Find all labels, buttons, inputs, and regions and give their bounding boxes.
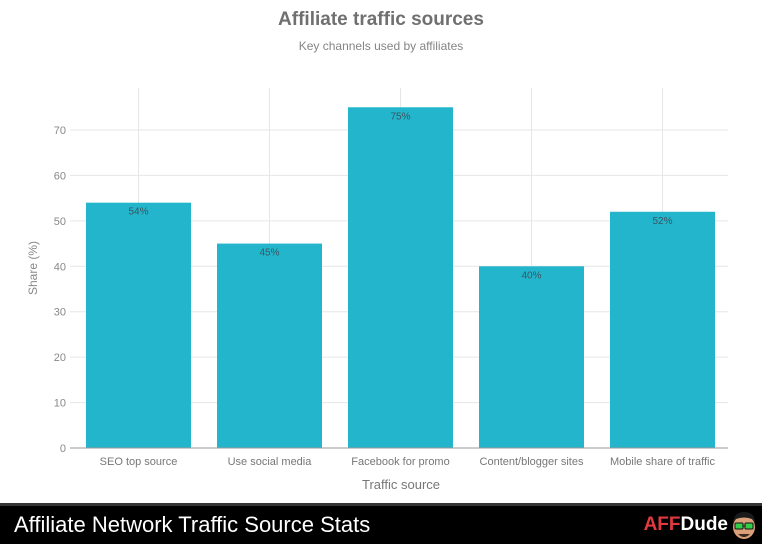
y-tick-label: 20 xyxy=(54,352,66,364)
chart-title: Affiliate traffic sources xyxy=(278,9,484,30)
x-tick-label: SEO top source xyxy=(100,456,178,468)
bar-value-label: 75% xyxy=(390,111,410,122)
x-axis-label: Traffic source xyxy=(361,477,441,492)
y-tick-label: 70 xyxy=(54,125,66,137)
x-tick-label: Facebook for promo xyxy=(351,456,449,468)
x-tick-label: Mobile share of traffic xyxy=(610,456,715,468)
bar-value-label: 40% xyxy=(521,270,541,281)
chart-subtitle: Key channels used by affiliates xyxy=(298,39,464,53)
y-tick-label: 0 xyxy=(60,443,66,455)
aff-dude-logo: AFFDude xyxy=(644,514,728,536)
logo-aff-text: AFF xyxy=(643,514,681,535)
bar xyxy=(86,202,191,448)
x-tick-label: Content/blogger sites xyxy=(480,456,584,468)
y-tick-label: 50 xyxy=(54,216,66,228)
bar-chart: 0 10 20 30 40 50 60 70 54% SEO top source 45% Use s… xyxy=(54,88,728,468)
bar xyxy=(348,107,453,449)
footer-title: Affiliate Network Traffic Source Stats xyxy=(14,512,371,537)
y-tick-label: 30 xyxy=(54,307,66,319)
mascot-avatar-icon xyxy=(733,512,755,539)
bar xyxy=(217,243,322,448)
bar-value-label: 52% xyxy=(652,216,672,227)
bar-value-label: 45% xyxy=(259,248,279,259)
y-tick-label: 40 xyxy=(54,261,66,273)
x-tick-label: Use social media xyxy=(228,456,313,468)
logo-dude-text: Dude xyxy=(680,514,729,535)
bar xyxy=(610,211,715,448)
y-tick-label: 10 xyxy=(54,398,66,410)
footer-banner: Affiliate Network Traffic Source Stats A… xyxy=(0,506,762,544)
y-tick-label: 60 xyxy=(54,170,66,182)
footer-divider xyxy=(0,503,762,506)
y-axis-label: Share (%) xyxy=(26,240,40,296)
bar xyxy=(479,266,584,448)
bar-value-label: 54% xyxy=(128,207,148,218)
